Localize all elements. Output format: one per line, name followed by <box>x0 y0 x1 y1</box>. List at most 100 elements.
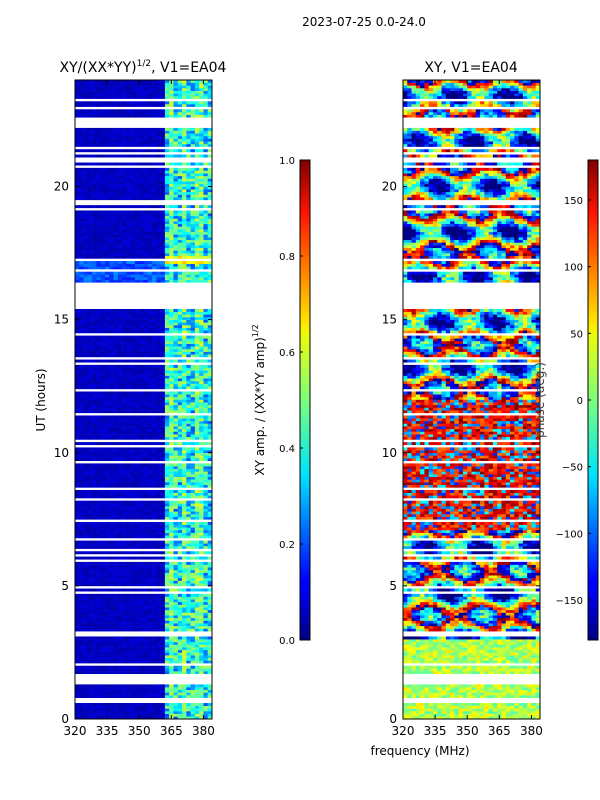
heatmap-cell <box>83 210 89 214</box>
heatmap-cell <box>113 540 119 544</box>
heatmap-cell <box>92 394 97 398</box>
heatmap-cell <box>190 713 196 717</box>
heatmap-cell <box>113 266 119 270</box>
heatmap-cell <box>130 370 136 374</box>
heatmap-cell <box>83 263 89 267</box>
heatmap-cell <box>83 695 89 698</box>
heatmap-cell <box>130 324 136 328</box>
heatmap-cell <box>156 452 161 456</box>
heatmap-cell <box>92 458 97 462</box>
heatmap-cell <box>134 215 140 219</box>
heatmap-cell <box>156 665 161 669</box>
heatmap-cell <box>83 229 89 233</box>
heatmap-cell <box>152 532 157 536</box>
heatmap-cell <box>160 596 166 600</box>
heatmap-cell <box>199 271 204 275</box>
heatmap-cell <box>79 370 84 374</box>
heatmap-cell <box>152 245 157 249</box>
heatmap-cell <box>96 649 101 653</box>
heatmap-cell <box>83 386 89 390</box>
heatmap-cell <box>126 535 131 539</box>
heatmap-cell <box>117 511 123 515</box>
heatmap-cell <box>104 625 110 629</box>
heatmap-cell <box>139 396 144 400</box>
heatmap-cell <box>139 434 144 438</box>
heatmap-cell <box>126 327 131 331</box>
heatmap-cell <box>113 711 119 714</box>
heatmap-cell <box>143 580 149 584</box>
heatmap-cell <box>203 338 209 342</box>
heatmap-cell <box>160 644 166 648</box>
heatmap-cell <box>122 404 127 408</box>
heatmap-cell <box>139 609 144 613</box>
heatmap-cell <box>160 503 166 507</box>
heatmap-cell <box>87 476 93 480</box>
heatmap-cell <box>75 620 80 624</box>
heatmap-cell <box>75 511 80 515</box>
heatmap-cell <box>87 623 93 627</box>
heatmap-cell <box>126 551 131 555</box>
heatmap-cell <box>182 599 187 603</box>
heatmap-cell <box>92 601 97 605</box>
heatmap-cell <box>190 335 196 339</box>
heatmap-cell <box>122 604 127 608</box>
heatmap-cell <box>87 580 93 584</box>
heatmap-cell <box>186 420 191 424</box>
heatmap-cell <box>130 705 136 709</box>
heatmap-cell <box>152 372 157 376</box>
heatmap-cell <box>139 564 144 568</box>
heatmap-cell <box>122 471 127 475</box>
heatmap-cell <box>182 513 187 517</box>
heatmap-cell <box>113 242 119 246</box>
heatmap-cell <box>96 308 101 312</box>
heatmap-cell <box>109 404 114 408</box>
heatmap-cell <box>139 615 144 619</box>
heatmap-cell <box>199 532 204 536</box>
heatmap-cell <box>100 703 106 706</box>
heatmap-cell <box>75 407 80 411</box>
heatmap-cell <box>139 503 144 507</box>
heatmap-cell <box>139 442 144 446</box>
heatmap-cell <box>160 210 166 214</box>
heatmap-cell <box>194 705 200 709</box>
heatmap-cell <box>104 324 110 328</box>
heatmap-cell <box>156 364 161 368</box>
heatmap-cell <box>156 348 161 352</box>
heatmap-cell <box>186 229 191 233</box>
heatmap-cell <box>173 364 179 368</box>
heatmap-cell <box>143 540 149 544</box>
heatmap-cell <box>156 423 161 427</box>
heatmap-cell <box>199 535 204 539</box>
heatmap-cell <box>194 596 200 600</box>
heatmap-cell <box>203 314 209 318</box>
heatmap-cell <box>177 657 183 661</box>
heatmap-cell <box>79 450 84 454</box>
heatmap-cell <box>186 218 191 222</box>
heatmap-cell <box>122 463 127 467</box>
heatmap-cell <box>203 370 209 374</box>
heatmap-cell <box>203 354 209 358</box>
heatmap-cell <box>96 604 101 608</box>
heatmap-cell <box>109 655 114 659</box>
heatmap-cell <box>169 380 174 384</box>
heatmap-cell <box>147 234 153 238</box>
heatmap-cell <box>122 372 127 376</box>
heatmap-cell <box>177 394 183 398</box>
heatmap-cell <box>122 338 127 342</box>
heatmap-cell <box>152 458 157 462</box>
heatmap-cell <box>117 205 123 209</box>
heatmap-cell <box>96 711 101 714</box>
heatmap-cell <box>134 532 140 536</box>
heatmap-cell <box>139 354 144 358</box>
heatmap-cell <box>109 660 114 664</box>
heatmap-cell <box>139 495 144 499</box>
heatmap-cell <box>100 418 106 422</box>
heatmap-cell <box>160 689 166 693</box>
heatmap-cell <box>117 655 123 659</box>
heatmap-cell <box>130 458 136 462</box>
heatmap-cell <box>87 695 93 698</box>
heatmap-cell <box>177 503 183 507</box>
heatmap-cell <box>100 402 106 406</box>
heatmap-cell <box>156 391 161 395</box>
heatmap-cell <box>75 593 80 597</box>
